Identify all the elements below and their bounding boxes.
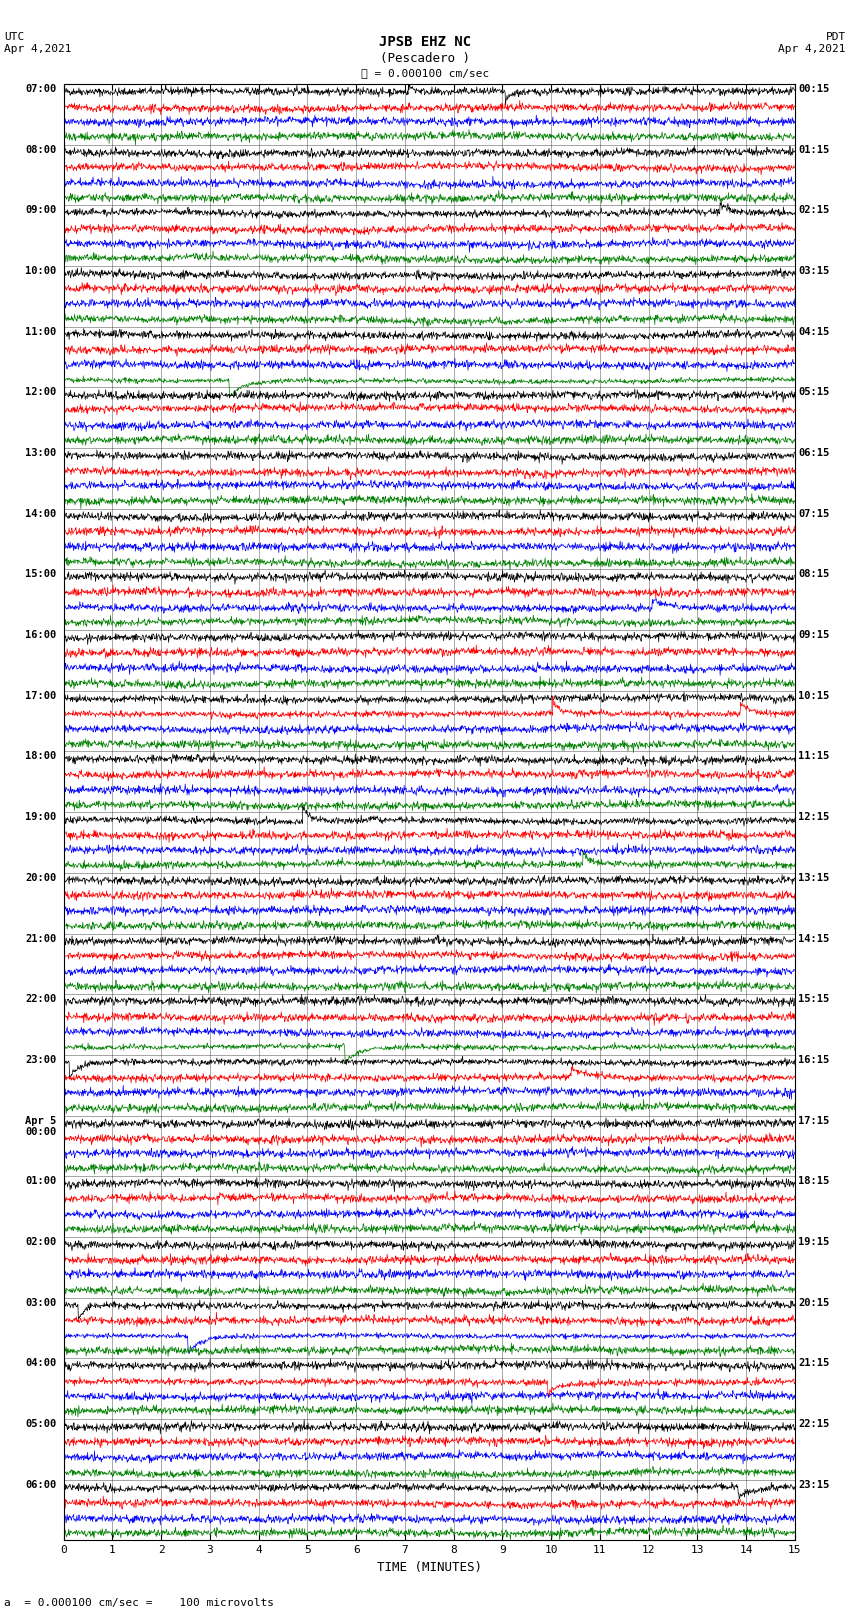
Text: ⎹ = 0.000100 cm/sec: ⎹ = 0.000100 cm/sec (361, 68, 489, 77)
Text: 06:00: 06:00 (26, 1479, 56, 1490)
Text: 01:15: 01:15 (798, 145, 830, 155)
Text: 16:00: 16:00 (26, 631, 56, 640)
Text: PDT
Apr 4,2021: PDT Apr 4,2021 (779, 32, 846, 53)
Text: a  = 0.000100 cm/sec =    100 microvolts: a = 0.000100 cm/sec = 100 microvolts (4, 1598, 275, 1608)
Text: 04:00: 04:00 (26, 1358, 56, 1368)
Text: 12:00: 12:00 (26, 387, 56, 397)
Text: 19:00: 19:00 (26, 813, 56, 823)
Text: 08:15: 08:15 (798, 569, 830, 579)
Text: 19:15: 19:15 (798, 1237, 830, 1247)
Text: 03:15: 03:15 (798, 266, 830, 276)
Text: 09:15: 09:15 (798, 631, 830, 640)
Text: Apr 5
00:00: Apr 5 00:00 (26, 1116, 56, 1137)
Text: UTC
Apr 4,2021: UTC Apr 4,2021 (4, 32, 71, 53)
Text: 02:15: 02:15 (798, 205, 830, 215)
Text: 17:15: 17:15 (798, 1116, 830, 1126)
Text: 13:15: 13:15 (798, 873, 830, 882)
Text: 22:00: 22:00 (26, 994, 56, 1005)
Text: 05:00: 05:00 (26, 1419, 56, 1429)
Text: 14:00: 14:00 (26, 508, 56, 519)
Text: 11:00: 11:00 (26, 326, 56, 337)
Text: (Pescadero ): (Pescadero ) (380, 52, 470, 65)
Text: 08:00: 08:00 (26, 145, 56, 155)
Text: 13:00: 13:00 (26, 448, 56, 458)
Text: 09:00: 09:00 (26, 205, 56, 215)
Text: 18:00: 18:00 (26, 752, 56, 761)
Text: 23:00: 23:00 (26, 1055, 56, 1065)
Text: 03:00: 03:00 (26, 1297, 56, 1308)
Text: 21:15: 21:15 (798, 1358, 830, 1368)
Text: 02:00: 02:00 (26, 1237, 56, 1247)
Text: 11:15: 11:15 (798, 752, 830, 761)
Text: 12:15: 12:15 (798, 813, 830, 823)
Text: 23:15: 23:15 (798, 1479, 830, 1490)
Text: 07:00: 07:00 (26, 84, 56, 94)
Text: 14:15: 14:15 (798, 934, 830, 944)
Text: 16:15: 16:15 (798, 1055, 830, 1065)
Text: 22:15: 22:15 (798, 1419, 830, 1429)
Text: 15:15: 15:15 (798, 994, 830, 1005)
Text: 20:00: 20:00 (26, 873, 56, 882)
Text: 15:00: 15:00 (26, 569, 56, 579)
X-axis label: TIME (MINUTES): TIME (MINUTES) (377, 1561, 482, 1574)
Text: 01:00: 01:00 (26, 1176, 56, 1186)
Text: 10:00: 10:00 (26, 266, 56, 276)
Text: JPSB EHZ NC: JPSB EHZ NC (379, 35, 471, 50)
Text: 00:15: 00:15 (798, 84, 830, 94)
Text: 21:00: 21:00 (26, 934, 56, 944)
Text: 18:15: 18:15 (798, 1176, 830, 1186)
Text: 20:15: 20:15 (798, 1297, 830, 1308)
Text: 06:15: 06:15 (798, 448, 830, 458)
Text: 17:00: 17:00 (26, 690, 56, 700)
Text: 10:15: 10:15 (798, 690, 830, 700)
Text: 04:15: 04:15 (798, 326, 830, 337)
Text: 07:15: 07:15 (798, 508, 830, 519)
Text: 05:15: 05:15 (798, 387, 830, 397)
